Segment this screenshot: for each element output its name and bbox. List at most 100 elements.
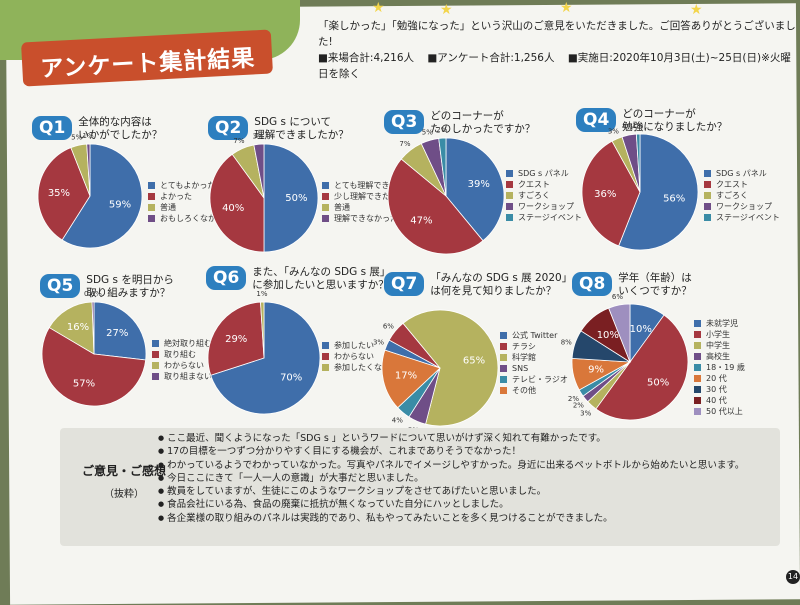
legend-swatch: [704, 181, 711, 188]
legend-swatch: [322, 204, 329, 211]
question-badge: Q2: [208, 116, 249, 140]
legend-label: 高校生: [706, 352, 730, 361]
slice-label: 39%: [468, 179, 490, 190]
chart-legend: 参加したい わからない 参加したくない: [322, 340, 390, 373]
legend-item: 未就学児: [694, 318, 745, 329]
legend-label: 参加したくない: [334, 363, 390, 372]
chart-legend: 絶対取り組む 取り組む わからない 取り組まない: [152, 338, 212, 382]
legend-swatch: [694, 320, 701, 327]
legend-swatch: [694, 408, 701, 415]
question-text: SDG s について 理解できましたか？: [254, 116, 349, 141]
pie-slice: [61, 143, 143, 249]
legend-item: わからない: [322, 351, 390, 362]
pie-slice: [253, 143, 265, 199]
legend-label: 普通: [160, 203, 176, 212]
legend-swatch: [322, 215, 329, 222]
legend-item: クエスト: [704, 179, 780, 190]
legend-swatch: [694, 375, 701, 382]
legend-item: 普通: [148, 202, 232, 213]
legend-item: ワークショップ: [506, 201, 582, 212]
legend-item: 20 代: [694, 373, 745, 384]
pie-chart: 56% 36% 3%4% 1%: [581, 122, 699, 251]
slice-label: 1%: [83, 132, 94, 140]
page-number: 14: [786, 570, 800, 584]
pie-slice: [581, 140, 641, 247]
legend-swatch: [500, 332, 507, 339]
legend-swatch: [500, 376, 507, 383]
chart-legend: とても理解できた 少し理解できた 普通 理解できなかった: [322, 180, 398, 224]
pie-slice: [438, 137, 447, 197]
legend-swatch: [148, 204, 155, 211]
question-badge: Q8: [572, 272, 613, 296]
slice-label: 10%: [630, 324, 652, 335]
legend-label: すごろく: [716, 191, 748, 200]
legend-swatch: [506, 170, 513, 177]
legend-item: テレビ・ラジオ: [500, 374, 568, 385]
question-text: 全体的な内容は いかがでしたか？: [78, 116, 163, 141]
visitor-total: ■来場合計:4,216人: [318, 52, 415, 64]
comments-subtitle: （抜粋）: [104, 489, 144, 500]
legend-item: その他: [500, 385, 568, 396]
comment-item: 17の目標を一つずつ分かりやすく目にする機会が、これまでありそうでなかった！: [158, 445, 744, 458]
pie-chart: 59% 35% 5% 1%: [37, 132, 143, 249]
legend-swatch: [500, 387, 507, 394]
pie-slice: [210, 301, 321, 415]
star-icon: ★: [690, 2, 703, 18]
legend-item: 取り組む: [152, 349, 212, 360]
slice-label: 59%: [109, 200, 131, 211]
chart-legend: SDG s パネル クエスト すごろく ワークショップ ステージイベント: [506, 168, 582, 223]
legend-item: ワークショップ: [704, 201, 780, 212]
legend-swatch: [694, 386, 701, 393]
legend-swatch: [694, 397, 701, 404]
legend-item: 参加したくない: [322, 362, 390, 373]
legend-swatch: [694, 364, 701, 371]
pie-slice: [618, 133, 699, 251]
legend-label: わからない: [164, 361, 204, 370]
pie-chart: 39% 47% 7% 5% 2%: [387, 126, 505, 255]
legend-swatch: [152, 362, 159, 369]
legend-label: 科学館: [512, 353, 536, 362]
legend-swatch: [506, 214, 513, 221]
slice-label: 5%: [71, 133, 82, 141]
question-badge: Q7: [384, 272, 425, 296]
legend-swatch: [322, 353, 329, 360]
slice-label: 40%: [222, 203, 244, 214]
legend-item: わからない: [152, 360, 212, 371]
question-heading: Q4 どのコーナーが 勉強になりましたか？: [576, 108, 727, 134]
slice-label: 16%: [67, 322, 89, 333]
pie-slice: [608, 303, 631, 363]
legend-label: その他: [512, 386, 536, 395]
question-text: 学年（年齢）は いくつですか？: [618, 272, 692, 297]
legend-label: 取り組まない: [164, 372, 212, 381]
pie-slice: [387, 158, 484, 255]
chart-legend: SDG s パネル クエスト すごろく ワークショップ ステージイベント: [704, 168, 780, 223]
slice-label: 70%: [280, 373, 302, 384]
comment-item: 食品会社にいる為、食品の廃棄に抵抗が無くなっていた自分にハッとしました。: [158, 498, 744, 511]
slice-label: 1%: [256, 290, 267, 298]
legend-label: テレビ・ラジオ: [512, 375, 568, 384]
pie-slice: [635, 133, 641, 193]
legend-item: SDG s パネル: [704, 168, 780, 179]
legend-label: SDG s パネル: [518, 169, 569, 178]
legend-label: わからない: [334, 352, 374, 361]
legend-label: 50 代以上: [706, 407, 743, 416]
legend-label: 理解できなかった: [334, 214, 398, 223]
question-heading: Q8 学年（年齢）は いくつですか？: [572, 272, 692, 298]
question-badge: Q1: [32, 116, 73, 140]
legend-swatch: [322, 342, 329, 349]
slice-label: 6%: [612, 293, 623, 301]
slice-label: 4%: [392, 417, 403, 425]
slice-label: 5%: [422, 129, 433, 137]
slice-label: 3%: [608, 128, 619, 136]
slice-label: 7%: [233, 137, 244, 145]
slice-label: 29%: [225, 334, 247, 345]
question-badge: Q3: [384, 110, 425, 134]
legend-swatch: [152, 373, 159, 380]
legend-item: 高校生: [694, 351, 745, 362]
legend-label: おもしろくなかった: [160, 214, 232, 223]
slice-label: 50%: [285, 193, 307, 204]
legend-swatch: [506, 181, 513, 188]
question-text: また、「みんなの SDG s 展」 に参加したいと思いますか？: [252, 266, 391, 291]
legend-swatch: [322, 182, 329, 189]
star-icon: ★: [372, 0, 385, 16]
